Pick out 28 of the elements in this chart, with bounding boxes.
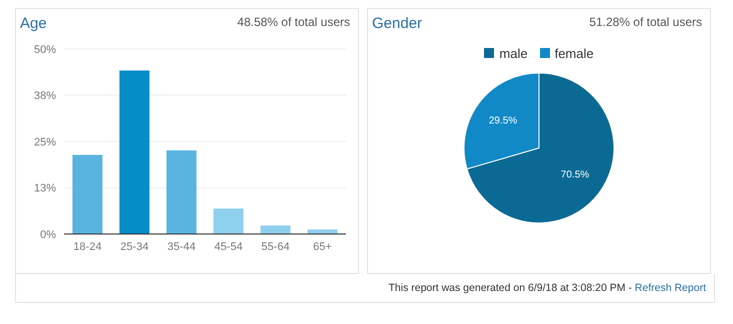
y-tick-label: 38%: [34, 90, 56, 102]
text: Refresh Report: [634, 282, 706, 294]
y-tick-label: 50%: [34, 44, 56, 56]
chart-title: Gender: [372, 15, 422, 34]
x-tick-label: 25-34: [120, 240, 149, 253]
chart-subtitle: 48.58% of total users: [237, 15, 350, 31]
bar: [119, 70, 150, 234]
legend-label: female: [554, 44, 594, 62]
text: 51.28% of total users: [589, 15, 702, 31]
legend-label: male: [498, 44, 528, 62]
x-tick-label: 45-54: [214, 240, 243, 253]
bar: [260, 225, 290, 234]
bar: [307, 230, 338, 234]
data-label: 29.5%: [488, 115, 518, 126]
x-tick-label: 65+: [313, 240, 332, 253]
bar: [72, 154, 102, 234]
pie-slice: [466, 72, 614, 224]
x-tick-label: 35-44: [167, 240, 196, 253]
x-tick-label: 55-64: [261, 240, 290, 253]
chart-title: Age: [20, 15, 47, 34]
bar: [213, 208, 244, 234]
bar: [166, 150, 196, 234]
x-tick-label: 18-24: [73, 240, 102, 253]
data-label: 70.5%: [560, 170, 590, 181]
y-tick-label: 25%: [34, 136, 56, 148]
y-tick-label: 0%: [40, 228, 56, 241]
text: This report was generated on 6/9/18 at 3:08:20 PM -: [388, 282, 633, 294]
y-tick-label: 13%: [34, 182, 56, 195]
